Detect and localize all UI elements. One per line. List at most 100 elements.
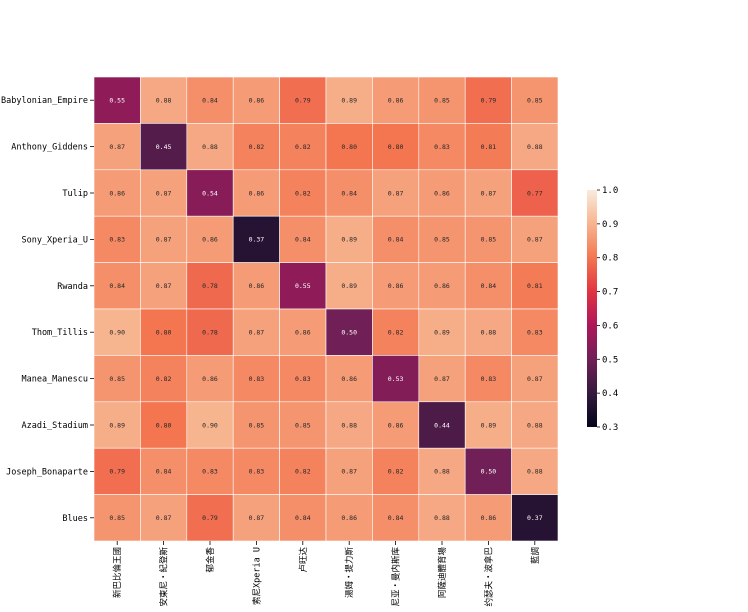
colorbar-tick-label: 0.7 [602, 288, 618, 298]
cell-value-label: 0.90 [109, 329, 125, 337]
cell-value-label: 0.80 [341, 143, 357, 151]
heatmap-cell [464, 401, 512, 449]
cell-value-label: 0.87 [434, 375, 450, 383]
cell-value-label: 0.79 [481, 97, 497, 105]
cell-value-label: 0.89 [341, 282, 357, 290]
heatmap-cell [186, 262, 234, 310]
cell-value-label: 0.87 [109, 143, 125, 151]
heatmap-cell [140, 76, 188, 124]
heatmap-cell [232, 123, 280, 171]
heatmap-cell [372, 355, 420, 403]
heatmap-cell [464, 169, 512, 217]
cell-value-label: 0.84 [481, 282, 497, 290]
cell-value-label: 0.54 [202, 189, 218, 197]
heatmap-cell [372, 494, 420, 542]
row-label: Tulip [62, 189, 88, 199]
heatmap-cell [93, 308, 141, 356]
cell-value-label: 0.83 [481, 375, 497, 383]
cell-value-label: 0.50 [481, 468, 497, 476]
heatmap-cell [511, 447, 559, 495]
heatmap-cell [372, 123, 420, 171]
cell-value-label: 0.83 [202, 468, 218, 476]
heatmap-cell [464, 123, 512, 171]
cell-value-label: 0.37 [249, 236, 265, 244]
cell-value-label: 0.79 [295, 97, 311, 105]
cell-value-label: 0.79 [109, 468, 125, 476]
row-labels: Neo-Babylonian_Empire Anthony_Giddens Tuli… [0, 96, 94, 524]
cell-value-label: 0.82 [156, 375, 172, 383]
heatmap-cell [186, 76, 234, 124]
cell-value-label: 0.85 [527, 97, 543, 105]
cell-value-label: 0.82 [295, 143, 311, 151]
row-label: Neo-Babylonian_Empire [0, 96, 88, 106]
cell-value-label: 0.86 [295, 329, 311, 337]
row-label: Manea_Manescu [21, 375, 88, 385]
cell-value-label: 0.44 [434, 421, 450, 429]
cell-value-label: 0.85 [434, 236, 450, 244]
heatmap-cell [232, 76, 280, 124]
heatmap-cell [325, 308, 373, 356]
row-label: Blues [62, 514, 88, 524]
heatmap-cell [418, 215, 466, 263]
row-label: Azadi_Stadium [21, 421, 88, 431]
cell-value-label: 0.87 [249, 514, 265, 522]
colorbar: 0.3 0.4 0.5 0.6 0.7 0.8 0.9 1.0 [587, 186, 618, 433]
heatmap-cell [511, 76, 559, 124]
colorbar-gradient [587, 190, 597, 427]
colorbar-tick-label: 0.4 [602, 389, 618, 399]
heatmap-cell [511, 401, 559, 449]
cell-value-label: 0.53 [388, 375, 404, 383]
column-label: 约瑟夫・波拿巴 [483, 547, 494, 607]
heatmap-cell [279, 76, 327, 124]
heatmap-cell [372, 401, 420, 449]
cell-value-label: 0.83 [295, 375, 311, 383]
heatmap-cell [418, 401, 466, 449]
heatmap-cell [279, 401, 327, 449]
cell-value-label: 0.86 [481, 514, 497, 522]
cell-value-label: 0.88 [481, 329, 497, 337]
column-label: 郁金香 [205, 547, 216, 573]
heatmap-cell [464, 355, 512, 403]
row-label: Joseph_Bonaparte [6, 467, 88, 477]
heatmap-cell [325, 262, 373, 310]
cell-value-label: 0.87 [249, 329, 265, 337]
heatmap-cell [140, 262, 188, 310]
heatmap-cell [186, 169, 234, 217]
cell-value-label: 0.87 [481, 189, 497, 197]
cell-value-label: 0.82 [295, 468, 311, 476]
cell-value-label: 0.87 [156, 282, 172, 290]
column-labels: 新巴比倫王國 安東尼・紀登斯 郁金香 索尼Xperia U 卢旺达 湯姆・提力斯 尼亚・曼内… [112, 541, 541, 607]
heatmap-cell [279, 169, 327, 217]
column-label: 安東尼・紀登斯 [159, 547, 170, 607]
heatmap-cell [418, 447, 466, 495]
colorbar-tick-label: 1.0 [602, 186, 618, 196]
cell-value-label: 0.82 [249, 143, 265, 151]
heatmap-cell [140, 447, 188, 495]
heatmap-cell [186, 447, 234, 495]
cell-value-label: 0.88 [527, 143, 543, 151]
heatmap-cell [325, 355, 373, 403]
cell-value-label: 0.86 [202, 375, 218, 383]
heatmap-cell [511, 494, 559, 542]
cell-value-label: 0.89 [341, 236, 357, 244]
cell-value-label: 0.84 [341, 189, 357, 197]
cell-value-label: 0.83 [249, 468, 265, 476]
cell-value-label: 0.50 [341, 329, 357, 337]
heatmap-cell [325, 76, 373, 124]
heatmap-cell [279, 447, 327, 495]
heatmap-cell [372, 169, 420, 217]
heatmap-cell [279, 262, 327, 310]
heatmap-cell [372, 262, 420, 310]
column-label: 阿薩迪體育場 [437, 547, 448, 599]
cell-value-label: 0.88 [156, 97, 172, 105]
cell-value-label: 0.80 [156, 421, 172, 429]
cell-value-label: 0.88 [202, 143, 218, 151]
heatmap-cell [279, 215, 327, 263]
cell-value-label: 0.86 [249, 97, 265, 105]
heatmap-cell [140, 169, 188, 217]
cell-value-label: 0.84 [295, 236, 311, 244]
heatmap-cell [464, 215, 512, 263]
heatmap-cell [511, 169, 559, 217]
cell-value-label: 0.85 [109, 375, 125, 383]
